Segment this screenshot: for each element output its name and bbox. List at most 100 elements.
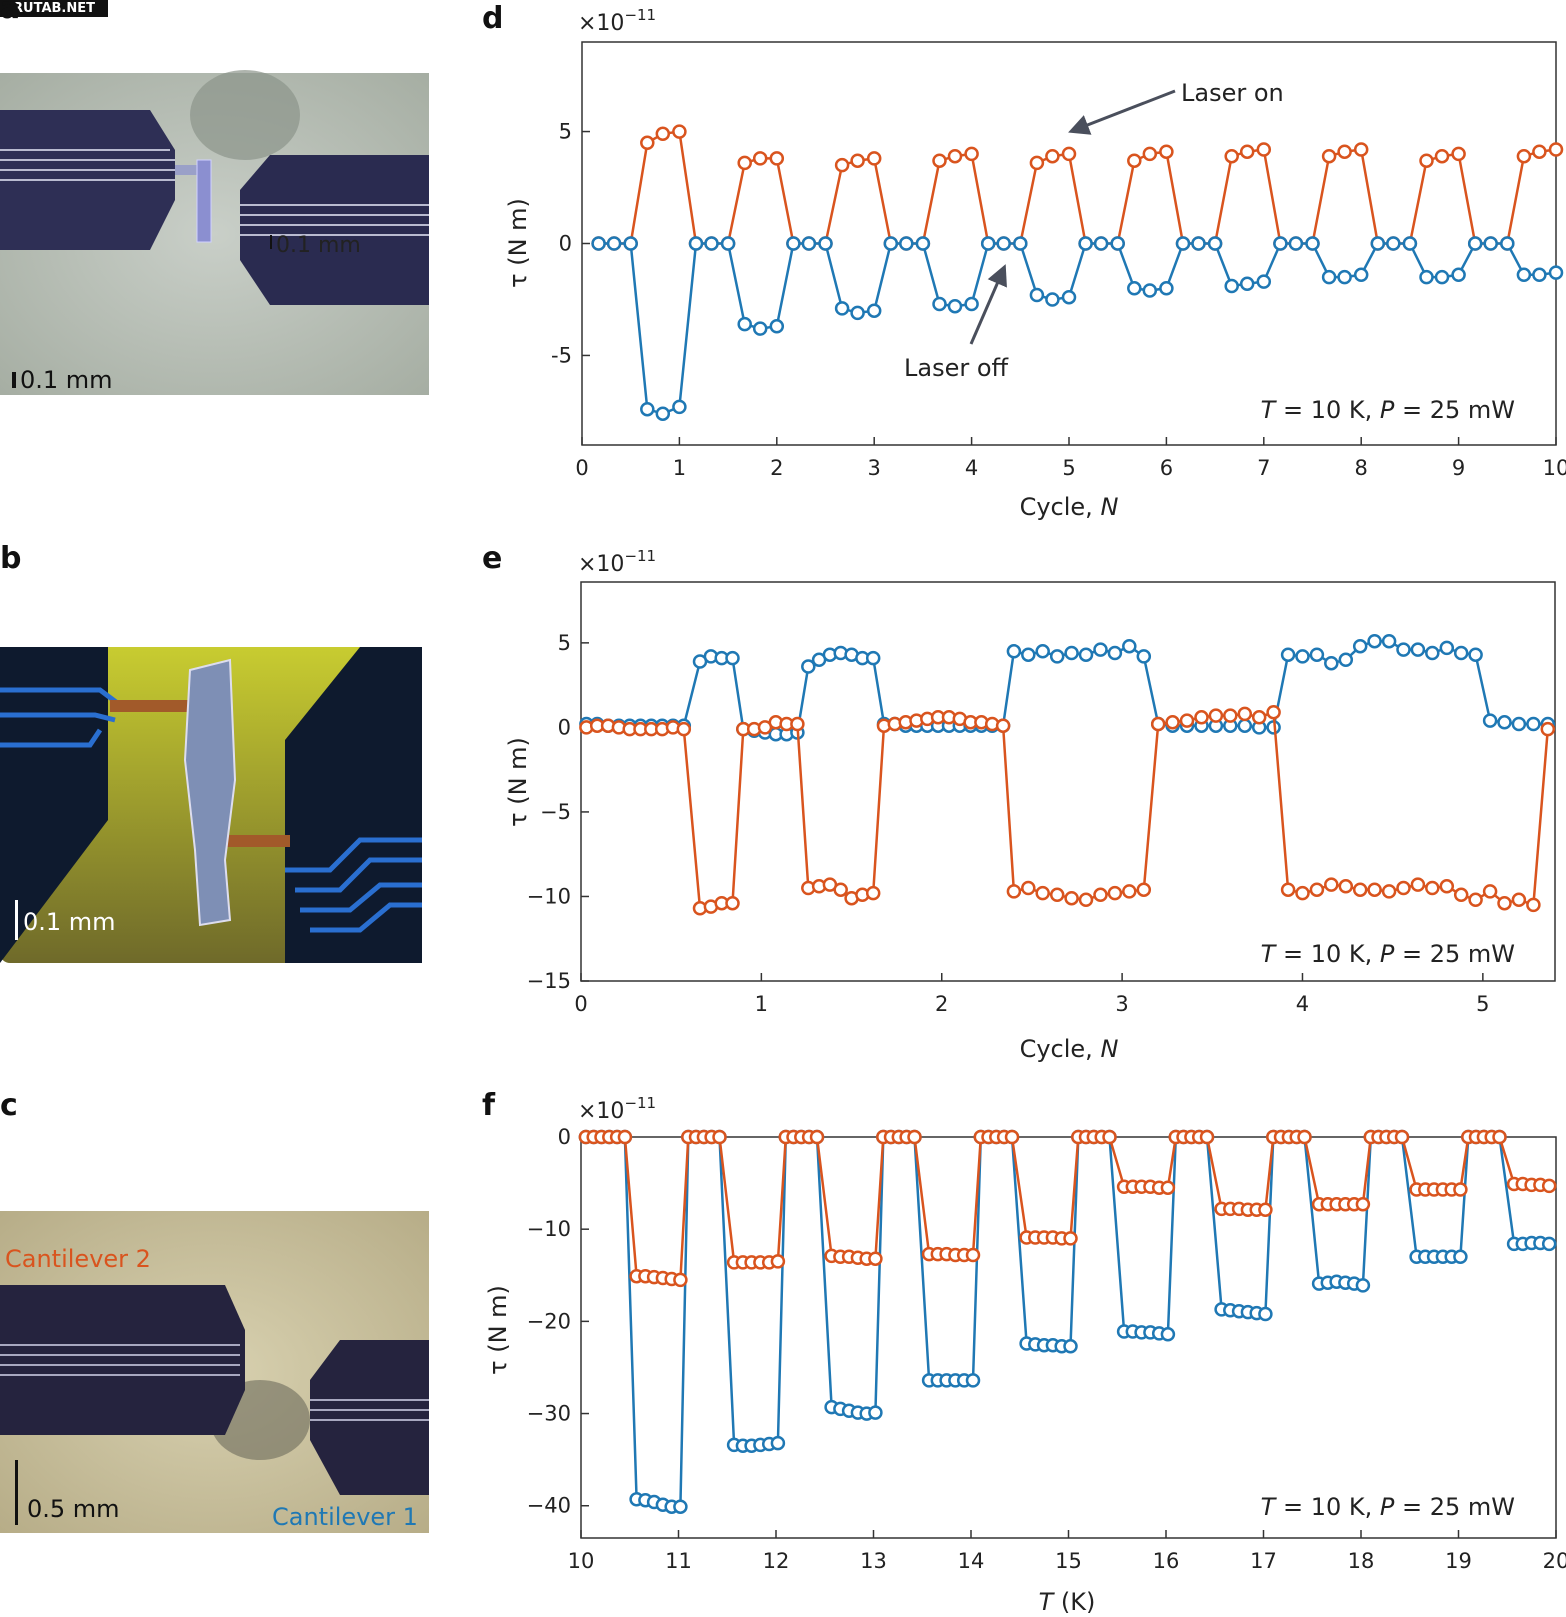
point-d-orange-58 <box>1532 144 1547 159</box>
point-e-blue-73 <box>1497 715 1512 730</box>
point-d-blue-40 <box>1239 276 1255 292</box>
photo-c: Cantilever 2 Cantilever 1 0.5 mm <box>0 1211 429 1533</box>
xlabel-d: Cycle, N <box>1020 493 1119 521</box>
point-f-orange-71 <box>1199 1129 1215 1145</box>
point-d-orange-46 <box>1337 144 1352 159</box>
point-d-blue-43 <box>1288 236 1304 251</box>
point-d-orange-59 <box>1548 142 1564 157</box>
point-d-orange-45 <box>1321 148 1337 164</box>
point-e-orange-9 <box>676 721 692 737</box>
xtick-label-e-5: 5 <box>1476 992 1489 1016</box>
xtick-label-f-0: 10 <box>568 1549 595 1573</box>
xtick-label-e-1: 1 <box>755 992 768 1016</box>
point-f-blue-33 <box>868 1405 883 1420</box>
point-d-blue-7 <box>704 236 719 251</box>
point-e-orange-52 <box>1194 710 1209 725</box>
xtick-label-f-10: 20 <box>1543 1549 1566 1573</box>
point-e-blue-20 <box>801 659 816 674</box>
point-e-blue-64 <box>1367 633 1382 649</box>
point-e-orange-74 <box>1511 892 1527 908</box>
xtick-label-f-7: 17 <box>1250 1549 1277 1573</box>
panel-letter-f: f <box>482 1088 496 1123</box>
point-e-blue-41 <box>1035 644 1050 659</box>
chart-e: ×10−11 τ (N m) Cycle, N T = 10 K, P = 25… <box>504 547 1556 1063</box>
annotation-laser-on: Laser on <box>1181 79 1284 107</box>
condition-d: T = 10 K, P = 25 mW <box>1261 396 1515 424</box>
point-e-blue-42 <box>1049 649 1065 664</box>
xtick-label-f-2: 12 <box>763 1549 790 1573</box>
ytick-label-f-2: −20 <box>527 1309 571 1333</box>
point-f-orange-66 <box>1160 1180 1176 1195</box>
ytick-label-f-0: 0 <box>558 1125 571 1149</box>
ytick-label-d-2: -5 <box>551 343 572 367</box>
point-f-orange-109 <box>1541 1178 1557 1194</box>
xtick-label-d-9: 9 <box>1452 456 1465 480</box>
point-e-orange-58 <box>1280 882 1296 897</box>
point-d-blue-31 <box>1093 236 1109 251</box>
point-e-blue-59 <box>1295 649 1310 664</box>
point-e-blue-66 <box>1396 642 1411 657</box>
chart-d: ×10−11 τ (N m) Cycle, N T = 10 K, P = 25… <box>504 6 1566 521</box>
ylabel-f: τ (N m) <box>484 1285 512 1375</box>
xtick-label-f-1: 11 <box>665 1549 692 1573</box>
point-d-orange-51 <box>1419 153 1434 168</box>
point-d-blue-52 <box>1434 269 1450 285</box>
point-e-orange-59 <box>1295 885 1310 901</box>
point-e-orange-41 <box>1035 885 1050 901</box>
panel-letter-c: c <box>0 1088 18 1123</box>
point-d-blue-21 <box>932 296 947 312</box>
point-f-blue-44 <box>965 1373 981 1388</box>
point-f-orange-16 <box>712 1129 727 1145</box>
point-e-orange-65 <box>1381 884 1397 899</box>
xtick-label-f-8: 18 <box>1348 1549 1375 1573</box>
point-d-orange-57 <box>1516 148 1532 164</box>
chart-f: ×10−11 τ (N m) T (K) T = 10 K, P = 25 mW… <box>484 1094 1566 1616</box>
ytick-label-f-3: −30 <box>527 1402 571 1426</box>
point-e-blue-71 <box>1468 647 1483 662</box>
point-d-blue-19 <box>899 236 914 251</box>
point-d-blue-41 <box>1256 274 1272 289</box>
point-d-orange-41 <box>1256 142 1272 157</box>
point-e-blue-39 <box>1006 644 1022 659</box>
point-e-blue-75 <box>1526 716 1541 732</box>
point-d-blue-36 <box>1175 236 1191 251</box>
point-d-blue-1 <box>606 236 622 251</box>
point-e-orange-39 <box>1006 884 1022 899</box>
point-d-blue-42 <box>1273 236 1288 251</box>
point-f-orange-11 <box>673 1272 688 1288</box>
point-d-orange-10 <box>752 151 768 166</box>
point-d-blue-56 <box>1500 236 1515 251</box>
point-e-orange-71 <box>1468 892 1483 908</box>
ytick-label-d-0: 5 <box>559 120 572 144</box>
xtick-label-e-2: 2 <box>935 992 948 1016</box>
point-d-blue-2 <box>623 236 638 251</box>
point-d-blue-22 <box>947 298 963 314</box>
multiplier-f: ×10−11 <box>578 1094 656 1124</box>
point-e-orange-64 <box>1367 882 1382 897</box>
multiplier-d: ×10−11 <box>578 6 656 36</box>
point-e-orange-42 <box>1049 887 1065 903</box>
point-d-blue-18 <box>883 236 899 251</box>
point-e-orange-19 <box>790 716 805 732</box>
point-d-blue-47 <box>1353 267 1369 283</box>
point-f-orange-77 <box>1258 1202 1273 1218</box>
point-d-orange-17 <box>866 151 882 166</box>
point-d-blue-54 <box>1467 236 1483 251</box>
point-e-blue-67 <box>1410 642 1426 657</box>
point-e-orange-68 <box>1425 880 1440 896</box>
ytick-label-d-1: 0 <box>559 232 572 256</box>
point-d-orange-29 <box>1061 146 1077 162</box>
point-e-orange-49 <box>1150 716 1166 732</box>
point-e-blue-69 <box>1439 640 1455 656</box>
point-d-blue-23 <box>964 296 979 312</box>
xtick-label-d-8: 8 <box>1355 456 1368 480</box>
point-e-blue-58 <box>1280 647 1296 662</box>
condition-f: T = 10 K, P = 25 mW <box>1261 1493 1515 1521</box>
point-e-orange-63 <box>1352 882 1368 897</box>
ytick-label-e-2: −5 <box>540 800 571 824</box>
point-e-blue-68 <box>1425 645 1440 661</box>
point-e-blue-63 <box>1352 638 1368 654</box>
xtick-label-d-5: 5 <box>1062 456 1075 480</box>
point-d-blue-49 <box>1386 236 1401 251</box>
